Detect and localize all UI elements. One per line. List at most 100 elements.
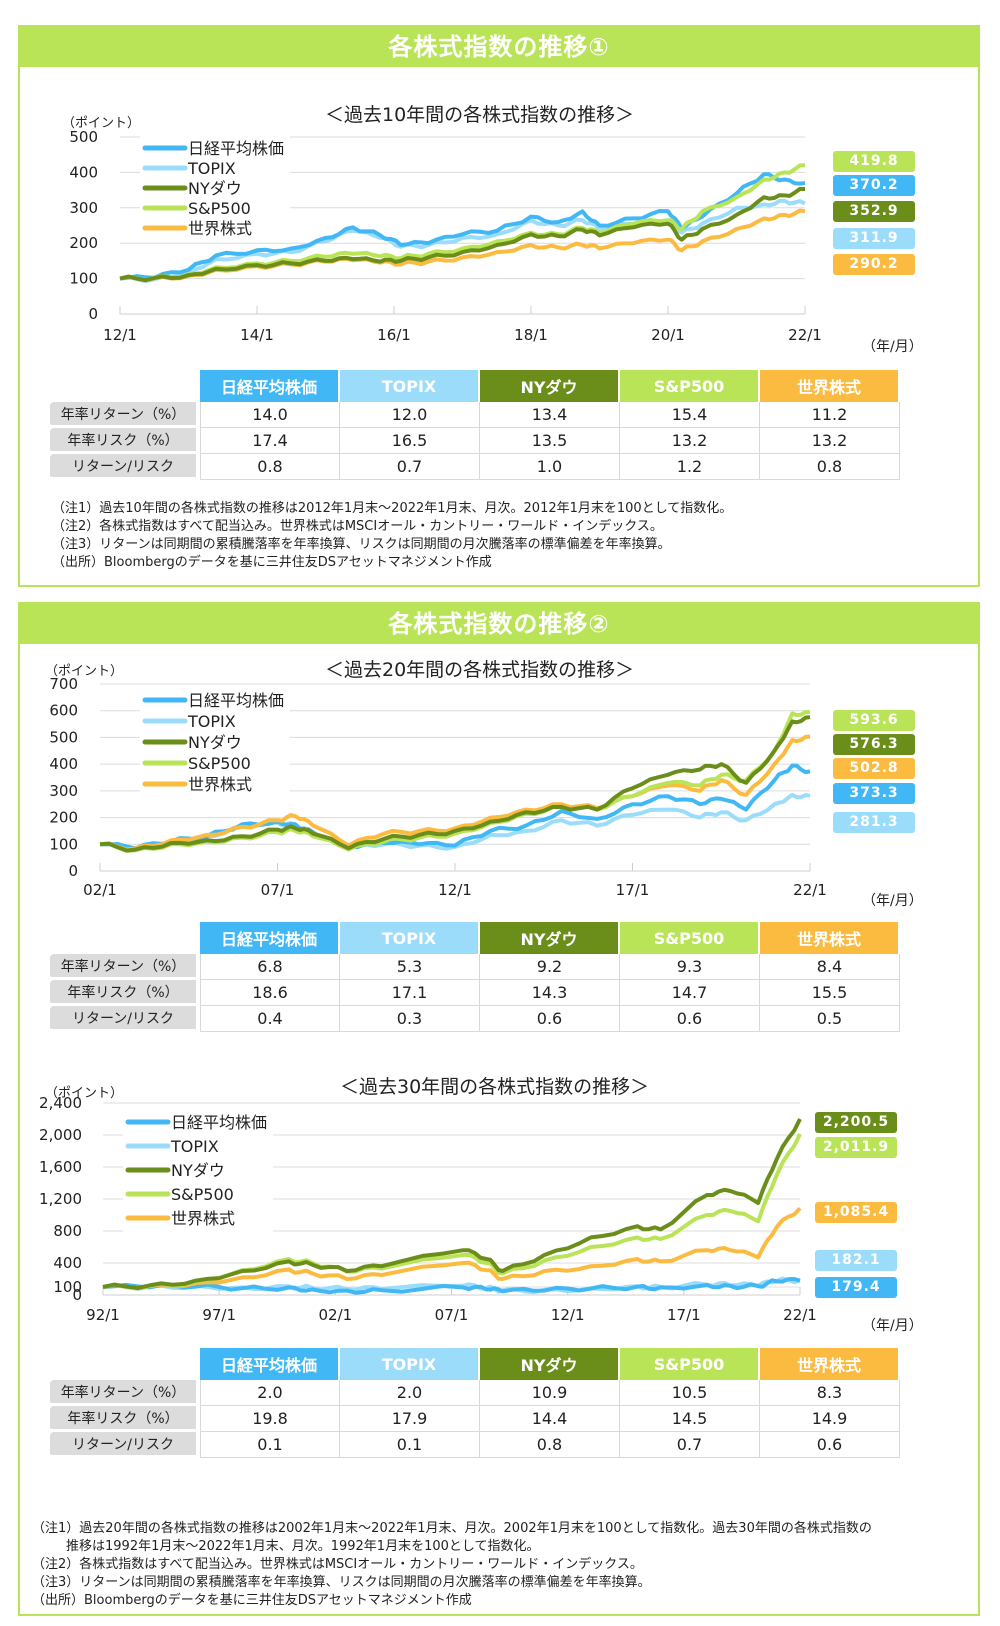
table-cell-nikkei: 0.4: [200, 1006, 340, 1032]
x-tick-label: 97/1: [202, 1306, 236, 1324]
end-value-nikkei: 179.4: [815, 1277, 897, 1298]
table-cell-sp500: 0.6: [620, 1006, 760, 1032]
stats-table-20-year: 日経平均株価 TOPIX NYダウ S&P500 世界株式 年率リターン（%） 6.8 5.3…: [50, 922, 900, 1032]
y-tick-label: 200: [69, 234, 98, 252]
row-label: 年率リスク（%）: [50, 428, 200, 454]
end-value-sp500: 593.6: [833, 710, 915, 731]
panel-header: 各株式指数の推移②: [20, 604, 978, 644]
x-axis-unit-label: （年/月）: [862, 1318, 923, 1334]
table-cell-nydow: 14.4: [480, 1406, 620, 1432]
y-tick-label: 200: [49, 809, 78, 827]
table-header-sp500: S&P500: [620, 1348, 760, 1380]
x-tick-label: 20/1: [651, 326, 685, 344]
table-cell-sp500: 13.2: [620, 428, 760, 454]
end-value-nydow: 352.9: [833, 201, 915, 222]
end-value-topix: 281.3: [833, 812, 915, 833]
y-tick-label: 400: [49, 755, 78, 773]
table-header-nydow: NYダウ: [480, 922, 620, 954]
table-cell-sp500: 14.5: [620, 1406, 760, 1432]
table-header-topix: TOPIX: [340, 1348, 480, 1380]
y-tick-label: 2,000: [39, 1126, 82, 1144]
footnote: （出所）Bloombergのデータを基に三井住友DSアセットマネジメント作成: [32, 1593, 472, 1608]
table-header-nikkei: 日経平均株価: [200, 1348, 340, 1380]
table-cell-world: 15.5: [760, 980, 900, 1006]
series-line-world: [99, 734, 811, 852]
x-tick-label: 02/1: [83, 881, 117, 899]
end-value-sp500: 419.8: [833, 151, 915, 172]
footnote: 推移は1992年1月末～2022年1月末、月次。1992年1月末を100として指…: [66, 1539, 540, 1554]
table-header-world: 世界株式: [760, 370, 900, 402]
table-cell-nikkei: 6.8: [200, 954, 340, 980]
return-risk-row: リターン/リスク 0.1 0.1 0.8 0.7 0.6: [50, 1432, 900, 1458]
end-value-topix: 311.9: [833, 228, 915, 249]
y-tick-label: 1,200: [39, 1190, 82, 1208]
x-tick-label: 12/1: [551, 1306, 585, 1324]
chart-title: ＜過去30年間の各株式指数の推移＞: [340, 1076, 650, 1098]
table-cell-nikkei: 0.8: [200, 454, 340, 480]
x-tick-label: 18/1: [514, 326, 548, 344]
footnote: （注2）各株式指数はすべて配当込み。世界株式はMSCIオール・カントリー・ワール…: [52, 519, 663, 534]
table-cell-nikkei: 0.1: [200, 1432, 340, 1458]
legend-label-world: 世界株式: [188, 219, 252, 238]
table-cell-world: 0.6: [760, 1432, 900, 1458]
x-tick-label: 22/1: [783, 1306, 817, 1324]
end-value-nikkei: 373.3: [833, 783, 915, 804]
row-label: 年率リターン（%）: [50, 402, 200, 428]
end-value-topix: 182.1: [815, 1250, 897, 1271]
series-line-nikkei: [102, 1277, 801, 1295]
line-chart-10-year: 0 100 200 300 400 500 12/1 14/1 16/1 18/1 20/1 22/1…: [69, 128, 821, 344]
y-tick-label: 100: [69, 270, 98, 288]
table-cell-topix: 0.3: [340, 1006, 480, 1032]
row-label: 年率リターン（%）: [50, 954, 200, 980]
y-tick-label: 700: [49, 675, 78, 693]
legend-label-nydow: NYダウ: [171, 1161, 225, 1180]
table-cell-topix: 17.1: [340, 980, 480, 1006]
table-cell-world: 13.2: [760, 428, 900, 454]
y-tick-label: 100: [49, 835, 78, 853]
legend-label-sp500: S&P500: [188, 754, 251, 773]
table-cell-nydow: 10.9: [480, 1380, 620, 1406]
table-cell-sp500: 0.7: [620, 1432, 760, 1458]
row-label: リターン/リスク: [50, 1006, 200, 1032]
legend-label-nikkei: 日経平均株価: [171, 1113, 267, 1132]
legend-label-topix: TOPIX: [187, 712, 236, 731]
table-cell-sp500: 10.5: [620, 1380, 760, 1406]
table-cell-topix: 0.7: [340, 454, 480, 480]
table-cell-nydow: 14.3: [480, 980, 620, 1006]
end-value-sp500: 2,011.9: [815, 1137, 897, 1158]
stats-table-10-year: 日経平均株価 TOPIX NYダウ S&P500 世界株式 年率リターン（%） 14.0 12…: [50, 370, 900, 480]
y-axis-unit-label: （ポイント）: [45, 664, 124, 679]
series-line-nydow: [99, 715, 811, 853]
series-line-nydow: [102, 1118, 802, 1290]
x-tick-label: 07/1: [435, 1306, 469, 1324]
y-tick-label: 0: [68, 862, 78, 880]
chart-title: ＜過去10年間の各株式指数の推移＞: [325, 104, 635, 126]
chart-title: ＜過去20年間の各株式指数の推移＞: [325, 659, 635, 681]
table-header-nikkei: 日経平均株価: [200, 922, 340, 954]
table-header-nydow: NYダウ: [480, 1348, 620, 1380]
x-tick-label: 92/1: [86, 1306, 120, 1324]
table-cell-topix: 16.5: [340, 428, 480, 454]
y-tick-label: 100: [53, 1278, 82, 1296]
footnotes: （注1）過去10年間の各株式指数の推移は2012年1月末～2022年1月末、月次…: [52, 500, 732, 572]
y-tick-label: 400: [69, 163, 98, 181]
table-cell-nikkei: 14.0: [200, 402, 340, 428]
y-tick-label: 2,400: [39, 1094, 82, 1112]
table-cell-world: 0.8: [760, 454, 900, 480]
table-cell-nikkei: 17.4: [200, 428, 340, 454]
y-axis-unit-label: （ポイント）: [45, 1086, 124, 1101]
table-cell-world: 0.5: [760, 1006, 900, 1032]
x-tick-label: 12/1: [438, 881, 472, 899]
end-value-world: 1,085.4: [815, 1202, 897, 1223]
x-axis-unit-label: （年/月）: [862, 339, 923, 355]
x-tick-label: 17/1: [667, 1306, 701, 1324]
y-tick-label: 1,600: [39, 1158, 82, 1176]
table-cell-topix: 5.3: [340, 954, 480, 980]
table-cell-world: 8.4: [760, 954, 900, 980]
legend-label-sp500: S&P500: [188, 199, 251, 218]
table-cell-nydow: 0.6: [480, 1006, 620, 1032]
series-line-nikkei: [119, 172, 806, 281]
table-cell-sp500: 9.3: [620, 954, 760, 980]
table-header-topix: TOPIX: [340, 370, 480, 402]
series-line-world: [102, 1206, 802, 1291]
